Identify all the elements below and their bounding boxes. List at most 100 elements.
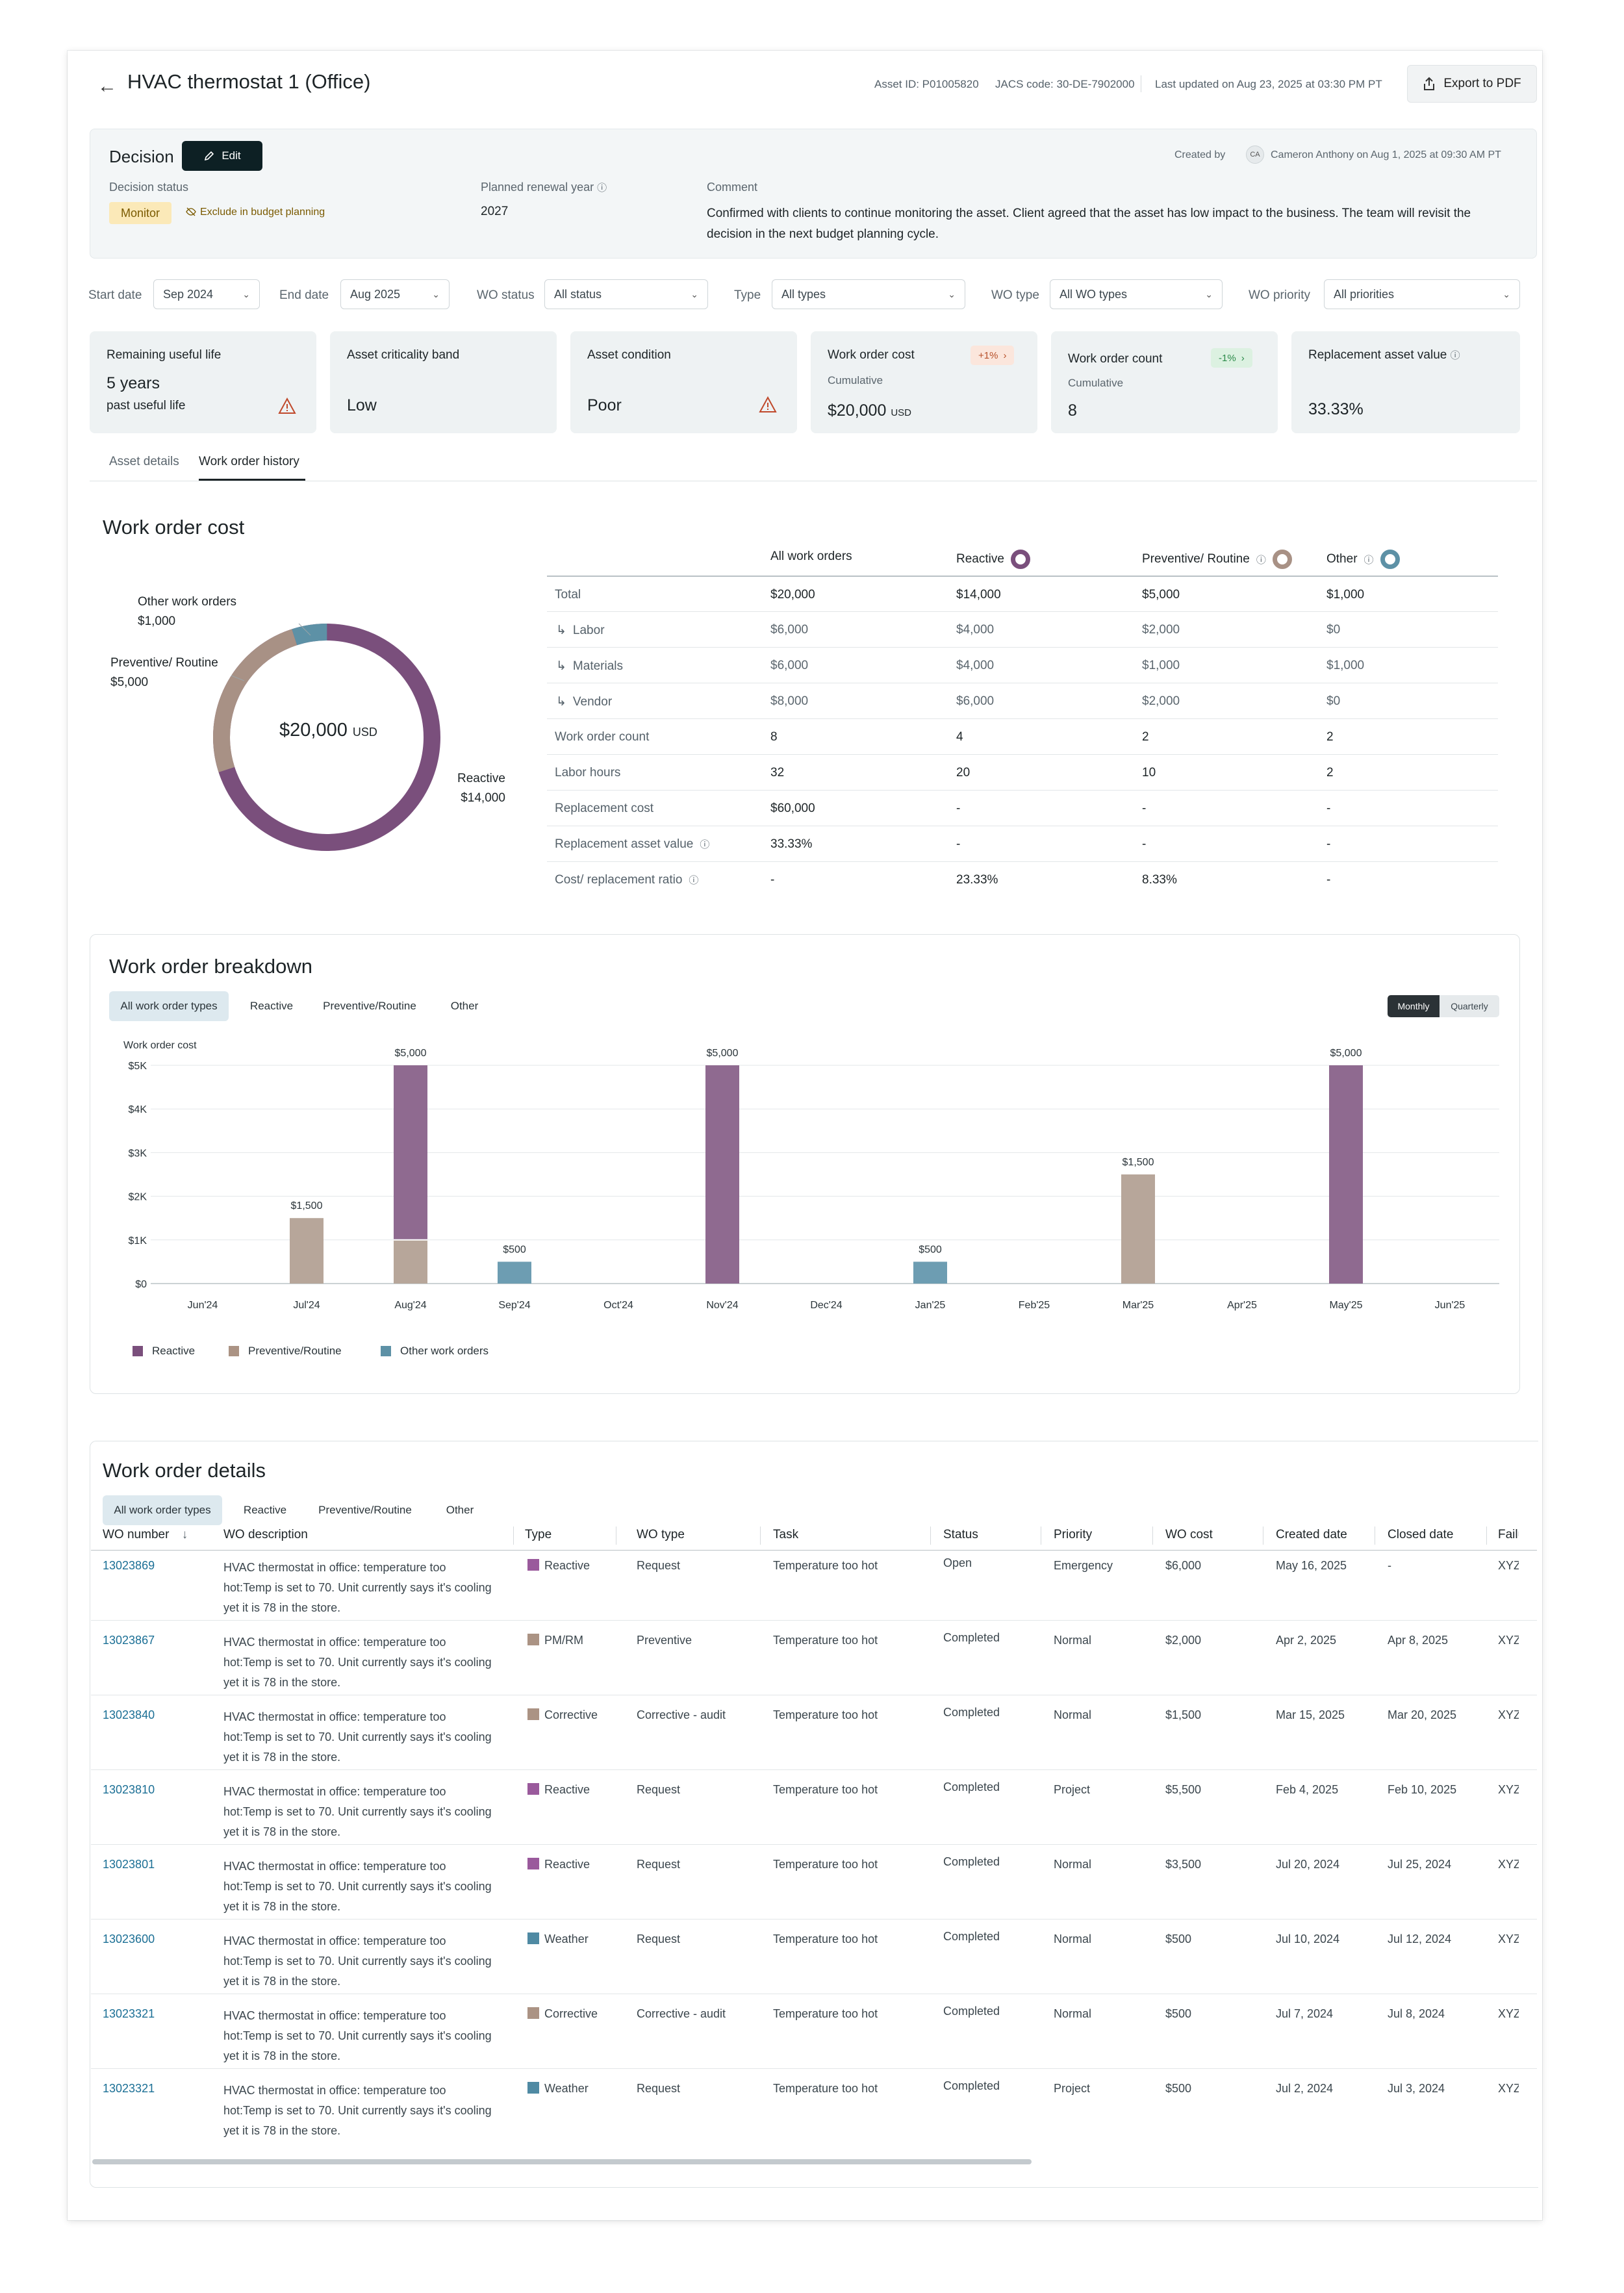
wo-number-link[interactable]: 13023867 [103,1634,155,1647]
cost-cell: - [1326,802,1331,815]
failure-cell: XYZ [1498,1783,1519,1796]
start-date-select[interactable]: Sep 2024 ⌄ [153,279,260,309]
filter-preventive[interactable]: Preventive/Routine [323,1000,416,1012]
wo-priority-select[interactable]: All priorities ⌄ [1324,279,1520,309]
wo-cost-cell: $500 [1165,2082,1192,2095]
col-wo-type: WO type [637,1528,685,1541]
label-name: Preventive/ Routine [110,656,218,670]
col-status: Status [943,1528,978,1541]
cost-cell: $14,000 [956,588,1001,602]
export-label: Export to PDF [1443,77,1521,90]
col-resizer[interactable] [1152,1527,1153,1545]
bar-reactive[interactable] [1329,1065,1363,1284]
bar-preventive-routine[interactable] [1121,1174,1155,1284]
col-resizer[interactable] [513,1527,514,1545]
filter-reactive[interactable]: Reactive [243,1504,287,1516]
cost-cell: $5,000 [1142,588,1180,602]
y-tick-label: $1K [129,1235,147,1247]
filter-other[interactable]: Other [446,1504,474,1516]
col-wo-number[interactable]: WO number ↓ [103,1528,188,1542]
cost-cell: - [956,802,961,815]
row-label-text: Replacement cost [555,802,654,815]
wo-status-select[interactable]: All status ⌄ [544,279,708,309]
monthly-toggle[interactable]: Monthly [1388,995,1440,1017]
donut-center-unit: USD [352,726,377,739]
legend-label: Other work orders [400,1345,489,1357]
created-by-label: Created by [1174,149,1226,160]
created-date-cell: Apr 2, 2025 [1276,1634,1337,1647]
horizontal-scrollbar[interactable] [92,2159,1032,2164]
sort-arrow-icon[interactable]: ↓ [181,1528,188,1541]
chevron-right-icon: › [1241,352,1245,364]
wo-number-link[interactable]: 13023869 [103,1559,155,1572]
bar-preventive-routine[interactable] [290,1218,324,1284]
row-label-text: Cost/ replacement ratio [555,873,683,887]
wo-number-link[interactable]: 13023801 [103,1858,155,1871]
x-tick-label: Sep'24 [498,1300,530,1311]
type-select[interactable]: All types ⌄ [772,279,965,309]
filter-reactive[interactable]: Reactive [249,1000,294,1012]
col-wo-cost: WO cost [1165,1528,1213,1541]
wo-number-link[interactable]: 13023321 [103,2082,155,2095]
col-resizer[interactable] [930,1527,931,1545]
label-name: Other work orders [138,595,237,609]
edit-button[interactable]: Edit [182,141,262,171]
created-date-cell: Jul 20, 2024 [1276,1858,1340,1871]
bar-other-work-orders[interactable] [913,1261,947,1284]
legend-preventive: Preventive/Routine [229,1345,342,1358]
type-cell: Weather [527,2082,589,2096]
wo-number-link[interactable]: 13023600 [103,1932,155,1945]
tab-asset-details[interactable]: Asset details [109,455,179,468]
info-icon: ⓘ [597,183,607,194]
filter-preventive[interactable]: Preventive/Routine [318,1504,412,1516]
type-cell: Corrective [527,1708,598,1722]
export-pdf-button[interactable]: Export to PDF [1407,65,1537,103]
end-date-select[interactable]: Aug 2025 ⌄ [340,279,450,309]
type-swatch [527,1708,539,1720]
quarterly-toggle[interactable]: Quarterly [1440,995,1499,1017]
filter-all-types[interactable]: All work order types [103,1495,222,1525]
breakdown-panel [90,934,1520,1394]
cost-cell: $0 [1326,623,1341,637]
back-arrow-icon[interactable]: ← [97,75,117,97]
x-tick-label: Mar'25 [1123,1300,1154,1311]
col-closed-date: Closed date [1388,1528,1454,1541]
wo-cost-cell: $3,500 [1165,1858,1202,1871]
cost-table-row: Work order count 8 4 2 2 [547,718,1498,754]
bar-reactive[interactable] [705,1065,739,1284]
filter-other[interactable]: Other [450,1000,479,1012]
donut-other-slice[interactable] [213,624,440,851]
col-resizer[interactable] [1486,1527,1487,1545]
info-icon: ⓘ [689,875,699,886]
bar-reactive[interactable] [394,1065,427,1240]
start-date-value: Sep 2024 [163,287,214,301]
type-label: Reactive [544,1858,590,1871]
bar-preventive-routine[interactable] [394,1239,427,1284]
task-cell: Temperature too hot [773,1858,878,1871]
wo-number-link[interactable]: 13023840 [103,1708,155,1721]
donut-preventive-slice[interactable] [213,624,440,851]
x-tick-label: Nov'24 [706,1300,738,1311]
chevron-down-icon: ⌄ [432,288,440,299]
wo-number-link[interactable]: 13023321 [103,2007,155,2020]
bar-other-work-orders[interactable] [498,1261,531,1284]
filter-all-types[interactable]: All work order types [109,991,229,1021]
wo-description: HVAC thermostat in office: temperature t… [223,1860,492,1913]
row-label-text: Materials [572,659,623,673]
wo-number-link[interactable]: 13023810 [103,1783,155,1796]
trend-chip[interactable]: -1% › [1211,348,1252,368]
kpi-title: Asset condition [587,348,671,362]
comment-label: Comment [707,181,758,194]
row-label-text: Total [555,588,581,602]
chevron-right-icon: › [1003,349,1007,361]
tab-work-order-history[interactable]: Work order history [199,455,299,468]
col-priority: Priority [1054,1528,1093,1541]
chevron-down-icon: ⌄ [948,288,956,299]
kpi-wo-cost: Work order cost +1% › Cumulative $20,000 … [811,331,1037,433]
cost-cell: 8 [770,730,778,744]
exclude-budget-flag: Exclude in budget planning [186,207,325,218]
wo-type-select[interactable]: All WO types ⌄ [1050,279,1223,309]
asset-id: Asset ID: P01005820 [874,78,979,90]
col-resizer[interactable] [760,1527,761,1545]
trend-chip[interactable]: +1% › [971,346,1015,365]
